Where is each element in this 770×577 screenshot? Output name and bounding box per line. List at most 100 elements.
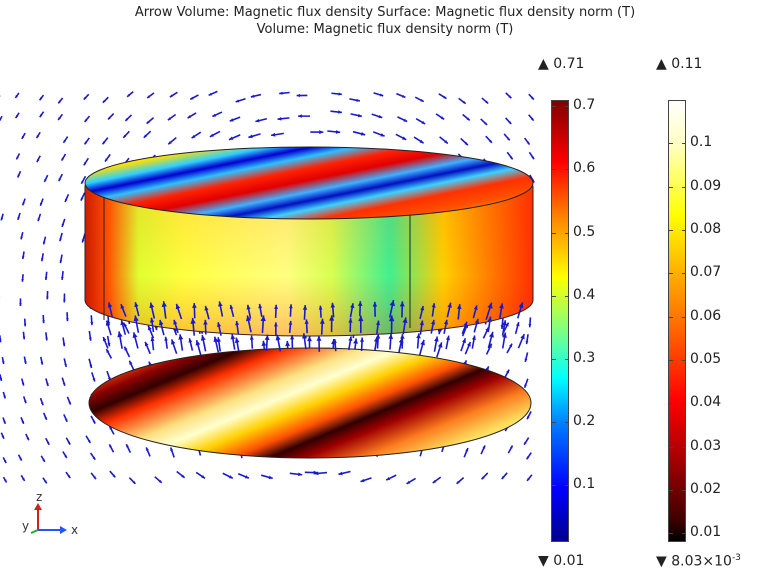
arrow-head bbox=[90, 321, 94, 326]
arrow-head bbox=[44, 416, 47, 420]
arrow-head bbox=[420, 339, 425, 346]
arrow-head bbox=[288, 320, 293, 325]
arrow-head bbox=[502, 320, 507, 326]
arrow-head bbox=[117, 331, 123, 338]
arrow-head bbox=[524, 384, 527, 388]
colorbar-right-tick-mark bbox=[682, 273, 686, 275]
arrow-head bbox=[87, 439, 91, 443]
arrow-head bbox=[487, 302, 493, 309]
arrow-head bbox=[261, 340, 267, 347]
arrow-head bbox=[443, 319, 449, 325]
arrow-head bbox=[92, 420, 96, 424]
arrow-head bbox=[510, 445, 513, 449]
colorbar-right-tick-mark bbox=[669, 533, 673, 535]
colorbar-left-min-value: 0.01 bbox=[553, 553, 585, 569]
x-axis-label: x bbox=[71, 523, 79, 537]
arrow-head bbox=[44, 277, 48, 280]
colorbar-right-tick-label: 0.05 bbox=[690, 351, 722, 368]
colorbar-left-max: ▲ 0.71 bbox=[538, 56, 585, 72]
arrow-head bbox=[83, 96, 87, 100]
arrow-head bbox=[0, 339, 2, 343]
z-axis-label: z bbox=[36, 490, 43, 504]
arrow-head bbox=[188, 338, 193, 343]
arrow-head bbox=[338, 110, 342, 114]
arrow-head bbox=[64, 363, 67, 367]
arrow-head bbox=[298, 114, 302, 118]
arrow-head bbox=[102, 337, 107, 342]
arrow-head bbox=[350, 303, 355, 309]
colorbar-right-tick-label: 0.06 bbox=[690, 307, 722, 324]
arrow-head bbox=[378, 114, 383, 119]
colorbar-left-tick-label: 0.1 bbox=[573, 476, 596, 493]
arrow-head bbox=[508, 95, 512, 99]
arrow-head bbox=[484, 122, 488, 125]
arrow-head bbox=[508, 121, 512, 124]
arrow-head bbox=[164, 336, 168, 341]
arrow-head bbox=[502, 332, 507, 338]
arrow-head bbox=[531, 96, 534, 100]
colorbar-right-tick-mark bbox=[669, 230, 673, 232]
arrow-head bbox=[134, 302, 139, 308]
arrow-head bbox=[527, 416, 530, 420]
colorbar-right-tick-mark bbox=[669, 490, 673, 492]
arrow-head bbox=[388, 315, 395, 322]
arrow-head bbox=[178, 334, 184, 340]
y-axis-line bbox=[30, 529, 39, 534]
arrow-head bbox=[44, 480, 47, 484]
arrow-head bbox=[526, 141, 530, 145]
arrow-head bbox=[21, 420, 24, 424]
colorbar-right-tick-label: 0.07 bbox=[690, 264, 722, 281]
arrow-head bbox=[201, 475, 206, 479]
arrow-head bbox=[246, 304, 251, 310]
arrow-head bbox=[274, 304, 279, 310]
arrow-head bbox=[434, 336, 439, 342]
colorbar-right-max-value: 0.11 bbox=[671, 56, 703, 72]
arrow-head bbox=[102, 99, 106, 103]
arrow-head bbox=[63, 139, 67, 143]
colorbar-left-tick-mark bbox=[552, 232, 556, 234]
arrow-head bbox=[499, 303, 504, 309]
arrow-head bbox=[487, 316, 493, 322]
arrow-head bbox=[175, 303, 181, 310]
arrow-head bbox=[506, 369, 510, 374]
arrow-head bbox=[22, 336, 26, 340]
colorbar-left-tick-label: 0.5 bbox=[573, 223, 596, 240]
y-axis-label: y bbox=[22, 519, 30, 533]
arrow-head bbox=[212, 113, 217, 117]
arrow-head bbox=[319, 318, 325, 324]
colorbar-right-tick-mark bbox=[669, 360, 673, 362]
arrow-head bbox=[37, 218, 41, 222]
arrow-head bbox=[46, 441, 50, 445]
arrow-head bbox=[204, 305, 209, 311]
arrow-head bbox=[81, 239, 85, 243]
arrow-head bbox=[1, 361, 5, 364]
arrow-head bbox=[146, 120, 150, 124]
arrow-head bbox=[146, 447, 149, 451]
arrow-head bbox=[36, 135, 40, 139]
arrow-head bbox=[64, 418, 68, 422]
arrow-head bbox=[447, 302, 452, 308]
arrow-head bbox=[84, 119, 88, 123]
arrow-head bbox=[23, 323, 27, 327]
colorbar-right-tick-label: 0.01 bbox=[690, 524, 722, 541]
arrow-head bbox=[0, 378, 3, 381]
arrow-head bbox=[15, 115, 19, 119]
arrow-head bbox=[44, 178, 47, 182]
arrow-head bbox=[250, 94, 255, 98]
arrow-head bbox=[88, 337, 92, 341]
arrow-head bbox=[147, 325, 152, 331]
arrow-head bbox=[40, 361, 44, 365]
arrow-head bbox=[22, 477, 25, 481]
arrow-head bbox=[386, 476, 391, 481]
arrow-head bbox=[132, 332, 138, 339]
arrow-head bbox=[229, 118, 234, 122]
arrow-head bbox=[92, 378, 96, 382]
arrow-head bbox=[420, 98, 424, 102]
arrow-head bbox=[353, 338, 359, 344]
arrow-head bbox=[93, 476, 97, 480]
arrow-head bbox=[260, 315, 266, 322]
plot-title-line-2: Volume: Magnetic flux density norm (T) bbox=[256, 22, 514, 37]
colorbar-left-tick-mark bbox=[565, 358, 569, 360]
arrow-head bbox=[84, 141, 88, 145]
